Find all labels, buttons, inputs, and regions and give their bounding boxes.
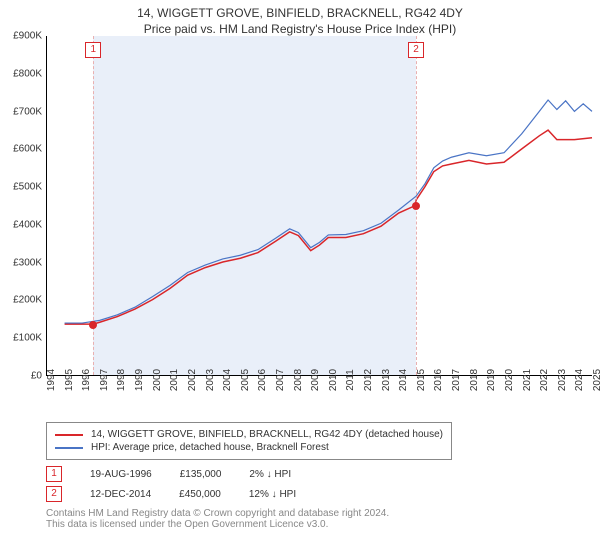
y-tick-label: £700K (13, 106, 42, 117)
y-tick-label: £100K (13, 333, 42, 344)
y-tick-label: £0 (31, 371, 42, 382)
sale-date: 12-DEC-2014 (90, 489, 151, 500)
title-line-2: Price paid vs. HM Land Registry's House … (0, 22, 600, 36)
title-line-1: 14, WIGGETT GROVE, BINFIELD, BRACKNELL, … (0, 6, 600, 20)
plot: £0 £100K £200K £300K £400K £500K £600K £700K £80… (0, 36, 600, 416)
footer: Contains HM Land Registry data © Crown c… (46, 508, 592, 530)
sale-row: 1 19-AUG-1996 £135,000 2% ↓ HPI (46, 466, 592, 482)
sale-marker-dot (412, 202, 420, 210)
chart-container: 14, WIGGETT GROVE, BINFIELD, BRACKNELL, … (0, 0, 600, 530)
series-line (65, 130, 592, 324)
legend-swatch (55, 434, 83, 436)
y-tick-label: £500K (13, 182, 42, 193)
legend-row: HPI: Average price, detached house, Brac… (55, 442, 443, 453)
legend-label: HPI: Average price, detached house, Brac… (91, 442, 329, 453)
y-tick-label: £200K (13, 295, 42, 306)
footer-line-2: This data is licensed under the Open Gov… (46, 519, 592, 530)
sale-price: £135,000 (180, 469, 222, 480)
series-svg (47, 36, 592, 375)
sale-price: £450,000 (179, 489, 221, 500)
footer-line-1: Contains HM Land Registry data © Crown c… (46, 508, 592, 519)
sale-hpi: 2% ↓ HPI (249, 469, 291, 480)
sale-row: 2 12-DEC-2014 £450,000 12% ↓ HPI (46, 486, 592, 502)
sale-marker-box: 1 (85, 42, 101, 58)
sale-marker-box: 2 (408, 42, 424, 58)
sale-index-box: 1 (46, 466, 62, 482)
legend: 14, WIGGETT GROVE, BINFIELD, BRACKNELL, … (46, 422, 452, 460)
x-axis: 1994199519961997199819992000200120022003… (46, 376, 592, 416)
sales-table: 1 19-AUG-1996 £135,000 2% ↓ HPI 2 12-DEC-2014… (46, 466, 592, 502)
y-tick-label: £800K (13, 68, 42, 79)
sale-marker-dot (89, 321, 97, 329)
sale-date: 19-AUG-1996 (90, 469, 152, 480)
legend-label: 14, WIGGETT GROVE, BINFIELD, BRACKNELL, … (91, 429, 443, 440)
y-tick-label: £600K (13, 144, 42, 155)
legend-swatch (55, 447, 83, 449)
y-tick-label: £400K (13, 219, 42, 230)
y-tick-label: £900K (13, 31, 42, 42)
x-tick-label: 2025 (592, 369, 600, 391)
y-tick-label: £300K (13, 257, 42, 268)
sale-hpi: 12% ↓ HPI (249, 489, 296, 500)
y-axis: £0£100K£200K£300K£400K£500K£600K£700K£80… (0, 36, 46, 376)
chart-titles: 14, WIGGETT GROVE, BINFIELD, BRACKNELL, … (0, 0, 600, 36)
series-line (65, 100, 592, 323)
sale-index-box: 2 (46, 486, 62, 502)
legend-row: 14, WIGGETT GROVE, BINFIELD, BRACKNELL, … (55, 429, 443, 440)
plot-area: 12 (46, 36, 592, 376)
